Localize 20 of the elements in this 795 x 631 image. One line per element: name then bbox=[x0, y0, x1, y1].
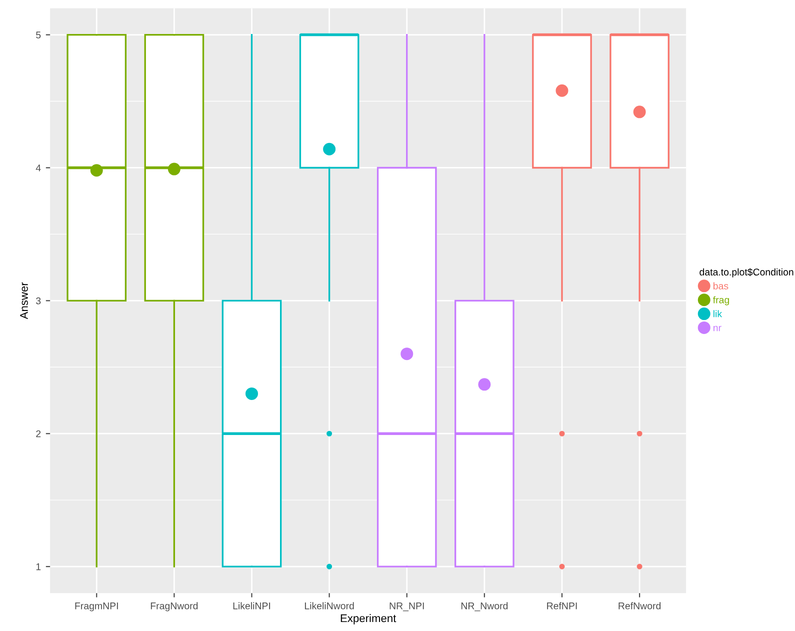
x-tick-label: FragNword bbox=[150, 602, 198, 612]
text: lik bbox=[714, 310, 722, 318]
x-tick-label: NR_Nword bbox=[461, 602, 508, 612]
x-tick-label: RefNPI bbox=[547, 602, 577, 610]
x-tick-label: NR_NPI bbox=[390, 602, 424, 612]
x-tick-label: LikeliNPI bbox=[233, 602, 270, 610]
y-tick-label: 5 bbox=[36, 32, 41, 38]
text: bas bbox=[713, 282, 728, 290]
y-tick-label: 2 bbox=[36, 430, 41, 438]
y-tick-label: 1 bbox=[36, 563, 41, 570]
y-axis-title: Answer bbox=[20, 282, 28, 320]
x-tick-label: FragmNPI bbox=[75, 602, 118, 612]
x-axis-title: Experiment bbox=[340, 614, 396, 624]
text: frag bbox=[713, 296, 729, 306]
legend-title: data.to.plot$Condition bbox=[700, 268, 794, 278]
x-tick-label: RefNword bbox=[618, 602, 661, 610]
y-tick-label: 3 bbox=[36, 297, 41, 304]
y-tick-label: 4 bbox=[36, 164, 41, 172]
x-tick-label: LikeliNword bbox=[304, 602, 354, 610]
text: nr bbox=[714, 326, 722, 332]
